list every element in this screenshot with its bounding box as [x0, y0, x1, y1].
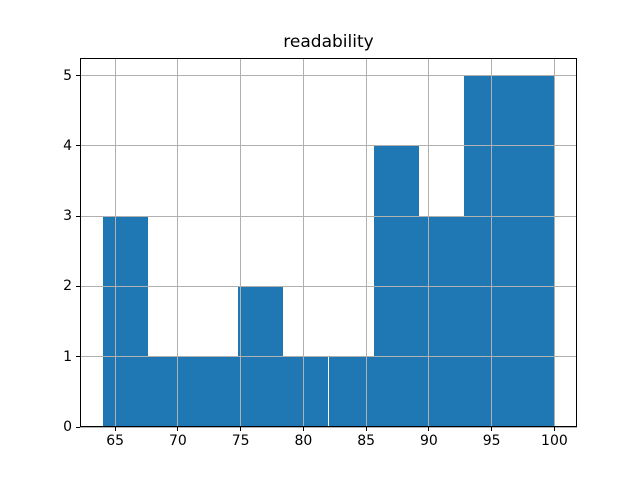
histogram-bar	[102, 216, 148, 427]
x-axis-tick	[365, 427, 367, 431]
histogram-bar	[509, 75, 555, 427]
y-tick-label: 3	[63, 208, 72, 225]
x-tick-label: 95	[482, 433, 501, 449]
ticks-layer: 65 70 75 80 85 90 95 100 0 1 2 3 4 5	[63, 58, 577, 449]
plot-area: 65 70 75 80 85 90 95 100 0 1 2 3 4 5	[63, 58, 577, 449]
x-axis-tick	[177, 427, 179, 431]
gridline-x	[428, 58, 430, 427]
gridline-x	[553, 58, 555, 427]
x-tick-label: 70	[168, 433, 187, 449]
gridline-y	[80, 215, 577, 217]
chart-title: readability	[283, 32, 374, 52]
gridline-x	[365, 58, 367, 427]
histogram-bar	[418, 216, 465, 427]
gridline-x	[177, 58, 179, 427]
x-axis-tick	[553, 427, 555, 431]
histogram-bar	[147, 356, 193, 427]
x-tick-label: 100	[541, 433, 568, 449]
gridline-x	[240, 58, 242, 427]
y-axis-tick	[76, 285, 80, 287]
histogram-bar	[464, 75, 510, 427]
histogram-bar	[192, 356, 239, 427]
x-tick-label: 85	[357, 433, 376, 449]
y-axis-tick	[76, 215, 80, 217]
bars-layer	[80, 58, 577, 427]
y-tick-label: 1	[63, 348, 72, 365]
x-axis-tick	[428, 427, 430, 431]
y-axis-tick	[76, 145, 80, 147]
gridline-y	[80, 75, 577, 77]
y-axis-tick	[76, 356, 80, 358]
x-axis-tick	[302, 427, 304, 431]
gridline-y	[80, 356, 577, 358]
gridline-x	[114, 58, 116, 427]
y-tick-label: 2	[63, 278, 72, 295]
y-axis-tick	[76, 75, 80, 77]
grid-layer	[80, 58, 577, 428]
y-tick-label: 0	[63, 419, 72, 435]
gridline-y	[80, 426, 577, 428]
y-tick-label: 4	[63, 137, 72, 154]
gridline-y	[80, 285, 577, 287]
histogram-bar	[283, 356, 329, 427]
y-tick-label: 5	[63, 67, 72, 84]
x-axis-tick	[240, 427, 242, 431]
y-axis-tick	[76, 426, 80, 428]
gridline-x	[302, 58, 304, 427]
x-axis-tick	[114, 427, 116, 431]
x-tick-label: 75	[231, 433, 250, 449]
x-tick-label: 90	[419, 433, 438, 449]
x-axis-tick	[491, 427, 493, 431]
gridline-y	[80, 145, 577, 147]
x-tick-label: 80	[294, 433, 313, 449]
x-tick-label: 65	[106, 433, 125, 449]
gridline-x	[491, 58, 493, 427]
